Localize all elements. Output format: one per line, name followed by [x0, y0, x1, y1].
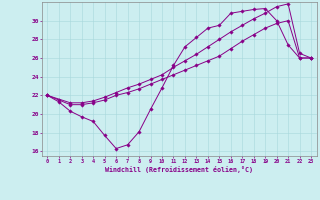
X-axis label: Windchill (Refroidissement éolien,°C): Windchill (Refroidissement éolien,°C)	[105, 166, 253, 173]
